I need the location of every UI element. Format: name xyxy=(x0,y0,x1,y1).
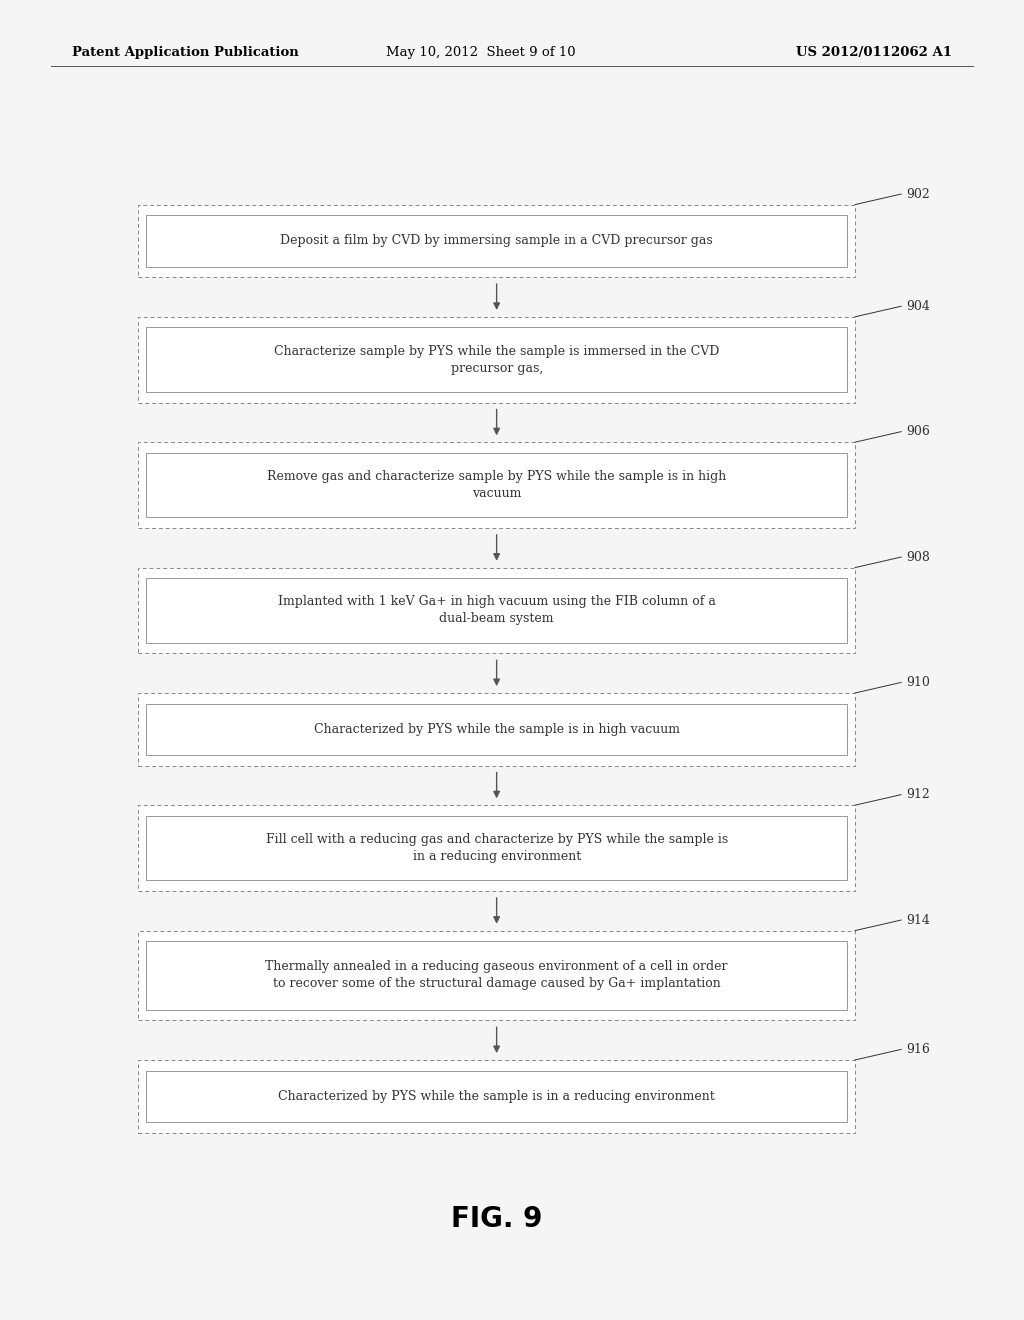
Text: FIG. 9: FIG. 9 xyxy=(451,1205,543,1233)
Bar xyxy=(146,816,847,880)
Text: 904: 904 xyxy=(906,300,930,313)
Text: 916: 916 xyxy=(906,1043,930,1056)
Text: 914: 914 xyxy=(906,913,930,927)
Bar xyxy=(138,568,855,653)
Bar xyxy=(146,704,847,755)
Text: 910: 910 xyxy=(906,676,930,689)
Text: Characterized by PYS while the sample is in high vacuum: Characterized by PYS while the sample is… xyxy=(313,723,680,735)
Text: 908: 908 xyxy=(906,550,930,564)
Bar xyxy=(138,931,855,1020)
Bar xyxy=(146,327,847,392)
Bar xyxy=(138,1060,855,1133)
Text: US 2012/0112062 A1: US 2012/0112062 A1 xyxy=(797,46,952,59)
Bar xyxy=(146,1071,847,1122)
Bar xyxy=(138,205,855,277)
Text: Deposit a film by CVD by immersing sample in a CVD precursor gas: Deposit a film by CVD by immersing sampl… xyxy=(281,235,713,247)
Bar xyxy=(146,941,847,1010)
Text: 902: 902 xyxy=(906,187,930,201)
Text: 912: 912 xyxy=(906,788,930,801)
Text: Remove gas and characterize sample by PYS while the sample is in high
vacuum: Remove gas and characterize sample by PY… xyxy=(267,470,726,500)
Bar xyxy=(146,215,847,267)
Text: Characterize sample by PYS while the sample is immersed in the CVD
precursor gas: Characterize sample by PYS while the sam… xyxy=(274,345,719,375)
Text: Fill cell with a reducing gas and characterize by PYS while the sample is
in a r: Fill cell with a reducing gas and charac… xyxy=(265,833,728,863)
Bar xyxy=(138,442,855,528)
Bar xyxy=(138,805,855,891)
Text: Patent Application Publication: Patent Application Publication xyxy=(72,46,298,59)
Text: 906: 906 xyxy=(906,425,930,438)
Bar xyxy=(146,453,847,517)
Text: May 10, 2012  Sheet 9 of 10: May 10, 2012 Sheet 9 of 10 xyxy=(386,46,577,59)
Bar xyxy=(138,693,855,766)
Text: Thermally annealed in a reducing gaseous environment of a cell in order
to recov: Thermally annealed in a reducing gaseous… xyxy=(265,961,728,990)
Text: Implanted with 1 keV Ga+ in high vacuum using the FIB column of a
dual-beam syst: Implanted with 1 keV Ga+ in high vacuum … xyxy=(278,595,716,626)
Text: Characterized by PYS while the sample is in a reducing environment: Characterized by PYS while the sample is… xyxy=(279,1090,715,1102)
Bar xyxy=(138,317,855,403)
Bar xyxy=(146,578,847,643)
